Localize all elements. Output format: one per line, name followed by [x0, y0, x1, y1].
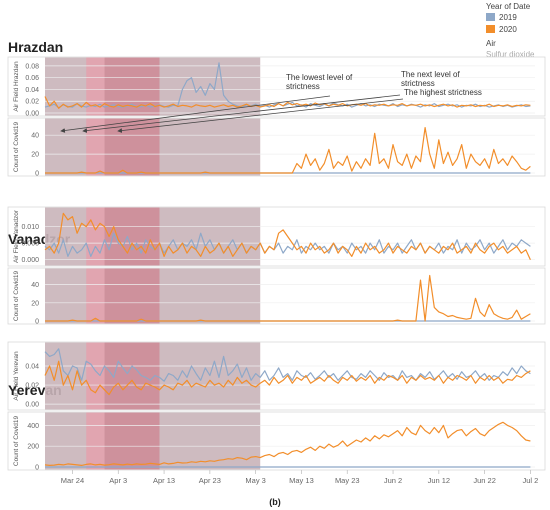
y-tick-label: 0.08	[25, 63, 39, 70]
panel-frame	[7, 206, 546, 267]
y-tick-label: 0.010	[21, 224, 39, 231]
annotation-label: The highest strictness	[404, 88, 482, 97]
panel-frame	[7, 341, 546, 411]
y-tick-label: 0.000	[21, 257, 39, 264]
y-tick-label: 0.04	[25, 87, 39, 94]
restriction-band-highest	[104, 412, 160, 470]
y-tick-label: 0.04	[25, 363, 39, 370]
y-tick-label: 40	[31, 282, 39, 289]
y-tick-label: 20	[31, 152, 39, 159]
annotations: The lowest level of strictness The next le…	[60, 70, 482, 133]
panel-frame	[7, 117, 546, 177]
legend-label-2020: 2020	[499, 25, 517, 34]
x-tick-label: May 23	[335, 476, 360, 485]
panel-covid: 0 20 40 Count of Covid19	[7, 267, 546, 326]
x-tick-label: Jul 2	[522, 476, 538, 485]
legend-year-title: Year of Date	[486, 2, 531, 11]
annotation-label: The next level of strictness	[401, 70, 460, 88]
x-tick-label: Apr 13	[153, 476, 175, 485]
y-tick-label: 400	[27, 423, 39, 430]
y-axis-label: Count of Covid19	[13, 271, 20, 322]
series-line-2020	[44, 212, 531, 260]
restriction-band-highest	[104, 207, 160, 266]
annotation-label: The lowest level of strictness	[286, 73, 353, 91]
legend-label-2019: 2019	[499, 13, 517, 22]
figure-caption: (b)	[269, 497, 281, 507]
x-tick-label: Jun 2	[384, 476, 402, 485]
series-line-2019	[44, 348, 531, 382]
panel-covid: 0 200 400 Count of Covid19	[7, 411, 546, 472]
y-tick-label: 0	[35, 171, 39, 178]
series-line-2020	[45, 274, 531, 322]
city-title: Hrazdan	[8, 39, 63, 55]
series-line-2020	[45, 126, 531, 174]
y-tick-label: 0.02	[25, 383, 39, 390]
restriction-band-highest	[104, 118, 160, 176]
annotation-arrow	[82, 94, 401, 133]
legend-swatch-2019	[486, 13, 495, 21]
y-tick-label: 0.00	[25, 402, 39, 409]
panel-covid: 0 20 40 Count of Covid19	[7, 117, 546, 178]
series-line-2020	[44, 96, 531, 109]
annotation-arrow	[117, 98, 404, 133]
restriction-band-highest	[104, 268, 160, 324]
series-line-2020	[44, 360, 531, 396]
series-line-2020	[44, 421, 531, 466]
y-tick-label: 0.00	[25, 111, 39, 118]
y-axis-label: Count of Covid19	[13, 416, 20, 467]
annotation-arrow	[60, 95, 331, 133]
y-tick-label: 40	[31, 133, 39, 140]
panel-frame	[7, 56, 546, 117]
y-tick-label: 20	[31, 300, 39, 307]
y-axis-label: Air Field Yerevan	[13, 351, 20, 401]
x-tick-label: May 13	[289, 476, 314, 485]
y-axis-label: Count of Covid19	[13, 122, 20, 173]
x-tick-label: Apr 3	[109, 476, 127, 485]
city-block-hrazdan: Hrazdan 0.00 0.02 0.04 0.06 0.08 Air Field Hra…	[7, 39, 546, 178]
plots: Hrazdan 0.00 0.02 0.04 0.06 0.08 Air Field Hra…	[7, 39, 546, 472]
y-axis-label: Air Field Hrazdan	[13, 61, 20, 112]
y-tick-label: 0	[35, 465, 39, 472]
y-tick-label: 200	[27, 444, 39, 451]
x-tick-label: Mar 24	[61, 476, 84, 485]
x-tick-label: Jun 12	[428, 476, 451, 485]
y-axis-label: Air Field Vanadzor	[13, 209, 20, 263]
x-tick-label: Apr 23	[199, 476, 221, 485]
panel-frame	[7, 411, 546, 471]
legend: Year of Date 2019 2020 Air Sulfur dioxid…	[486, 2, 535, 59]
legend-swatch-2020	[486, 25, 495, 33]
x-tick-label: May 3	[245, 476, 265, 485]
legend-air-title: Air	[486, 39, 496, 48]
y-tick-label: 0.06	[25, 75, 39, 82]
panel-air: 0.00 0.02 0.04 Air Field Yerevan	[7, 341, 546, 411]
panel-air: 0.00 0.02 0.04 0.06 0.08 Air Field Hrazdan	[7, 56, 546, 118]
y-tick-label: 0	[35, 319, 39, 326]
legend-air-value: Sulfur dioxide	[486, 50, 535, 59]
x-axis: Mar 24 Apr 3 Apr 13 Apr 23 May 3 May 13 May 23…	[61, 470, 538, 485]
y-tick-label: 0.005	[21, 241, 39, 248]
x-tick-label: Jun 22	[473, 476, 496, 485]
y-tick-label: 0.02	[25, 99, 39, 106]
panel-frame	[7, 267, 546, 325]
